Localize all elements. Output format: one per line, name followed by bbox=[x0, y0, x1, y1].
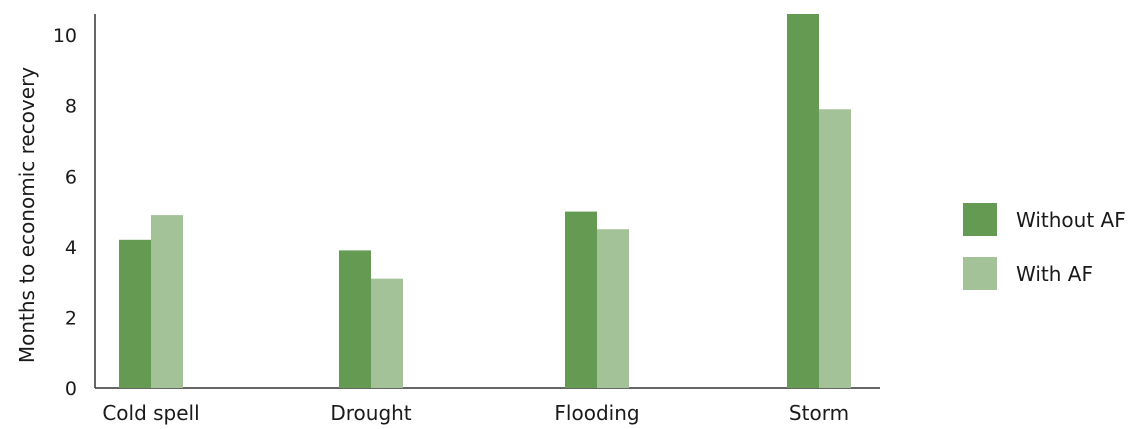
bar-storm-with-af bbox=[819, 109, 851, 388]
bar-drought-with-af bbox=[371, 278, 403, 388]
x-axis-labels: Cold spell Drought Flooding Storm bbox=[102, 401, 849, 425]
bar-storm-without-af bbox=[787, 14, 819, 388]
y-tick-label: 10 bbox=[53, 25, 77, 47]
y-tick-label: 6 bbox=[65, 166, 77, 188]
legend-swatch bbox=[963, 203, 997, 236]
y-axis-ticks: 0 2 4 6 8 10 bbox=[53, 25, 77, 400]
x-tick-label: Storm bbox=[789, 401, 849, 425]
legend-label: With AF bbox=[1016, 262, 1093, 286]
x-tick-label: Flooding bbox=[554, 401, 639, 425]
y-tick-label: 4 bbox=[65, 237, 77, 259]
y-tick-label: 0 bbox=[65, 378, 77, 400]
y-tick-label: 8 bbox=[65, 96, 77, 118]
bar-cold-spell-without-af bbox=[119, 239, 151, 388]
x-tick-label: Cold spell bbox=[102, 401, 199, 425]
bars bbox=[119, 14, 851, 388]
bar-flooding-without-af bbox=[565, 211, 597, 388]
legend: Without AF With AF bbox=[963, 203, 1126, 290]
legend-swatch bbox=[963, 257, 997, 290]
x-tick-label: Drought bbox=[330, 401, 411, 425]
bar-flooding-with-af bbox=[597, 229, 629, 388]
y-axis-title: Months to economic recovery bbox=[15, 67, 39, 363]
y-tick-label: 2 bbox=[65, 307, 77, 329]
bar-drought-without-af bbox=[339, 250, 371, 388]
bar-cold-spell-with-af bbox=[151, 215, 183, 388]
legend-label: Without AF bbox=[1016, 208, 1126, 232]
